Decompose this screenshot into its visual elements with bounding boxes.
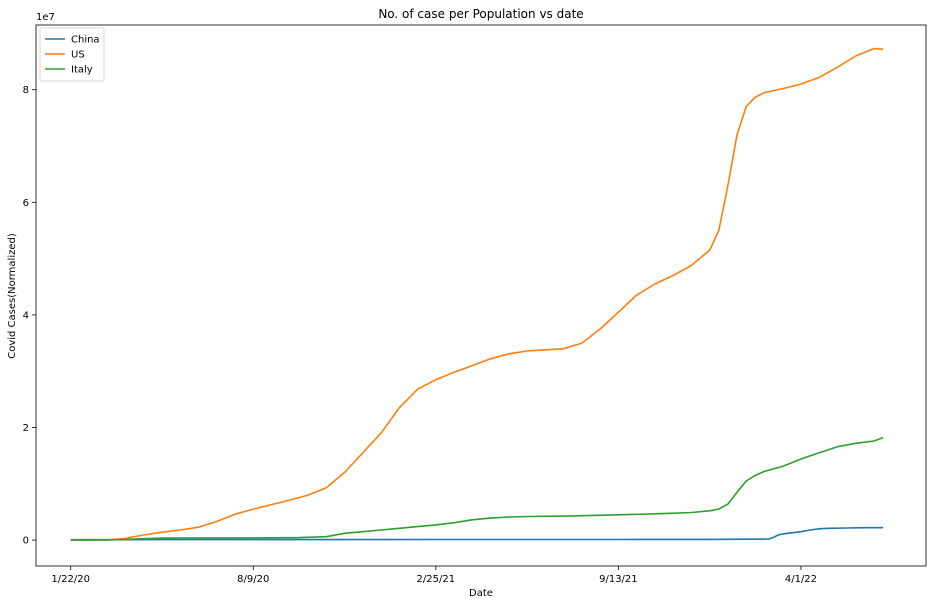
y-tick-label: 0	[23, 536, 29, 547]
chart-title: No. of case per Population vs date	[378, 7, 583, 21]
legend-label-us: US	[71, 50, 85, 61]
y-axis-label: Covid Cases(Normalized)	[7, 233, 18, 359]
x-axis: 1/22/20 8/9/20 2/25/21 9/13/21 4/1/22	[51, 566, 817, 585]
legend-box	[39, 27, 105, 82]
x-tick-label: 8/9/20	[237, 574, 269, 585]
y-tick-label: 8	[23, 85, 29, 96]
series-line-china	[70, 526, 884, 541]
y-tick-label: 2	[23, 423, 29, 434]
x-axis-label: Date	[469, 588, 493, 599]
y-tick-label: 4	[23, 310, 29, 321]
x-tick-label: 2/25/21	[417, 574, 456, 585]
x-tick-label: 9/13/21	[599, 574, 638, 585]
series-line-us	[70, 47, 884, 541]
x-tick-label: 4/1/22	[785, 574, 817, 585]
legend: China US Italy	[39, 27, 105, 82]
plot-area	[35, 24, 927, 567]
y-axis-offset-text: 1e7	[36, 12, 55, 23]
series-line-italy	[70, 436, 884, 541]
legend-label-italy: Italy	[71, 65, 93, 76]
x-tick-label: 1/22/20	[51, 574, 90, 585]
legend-label-china: China	[71, 35, 100, 46]
series-layer	[70, 47, 884, 541]
y-tick-label: 6	[23, 198, 29, 209]
y-axis: 0 2 4 6 8	[23, 85, 36, 547]
